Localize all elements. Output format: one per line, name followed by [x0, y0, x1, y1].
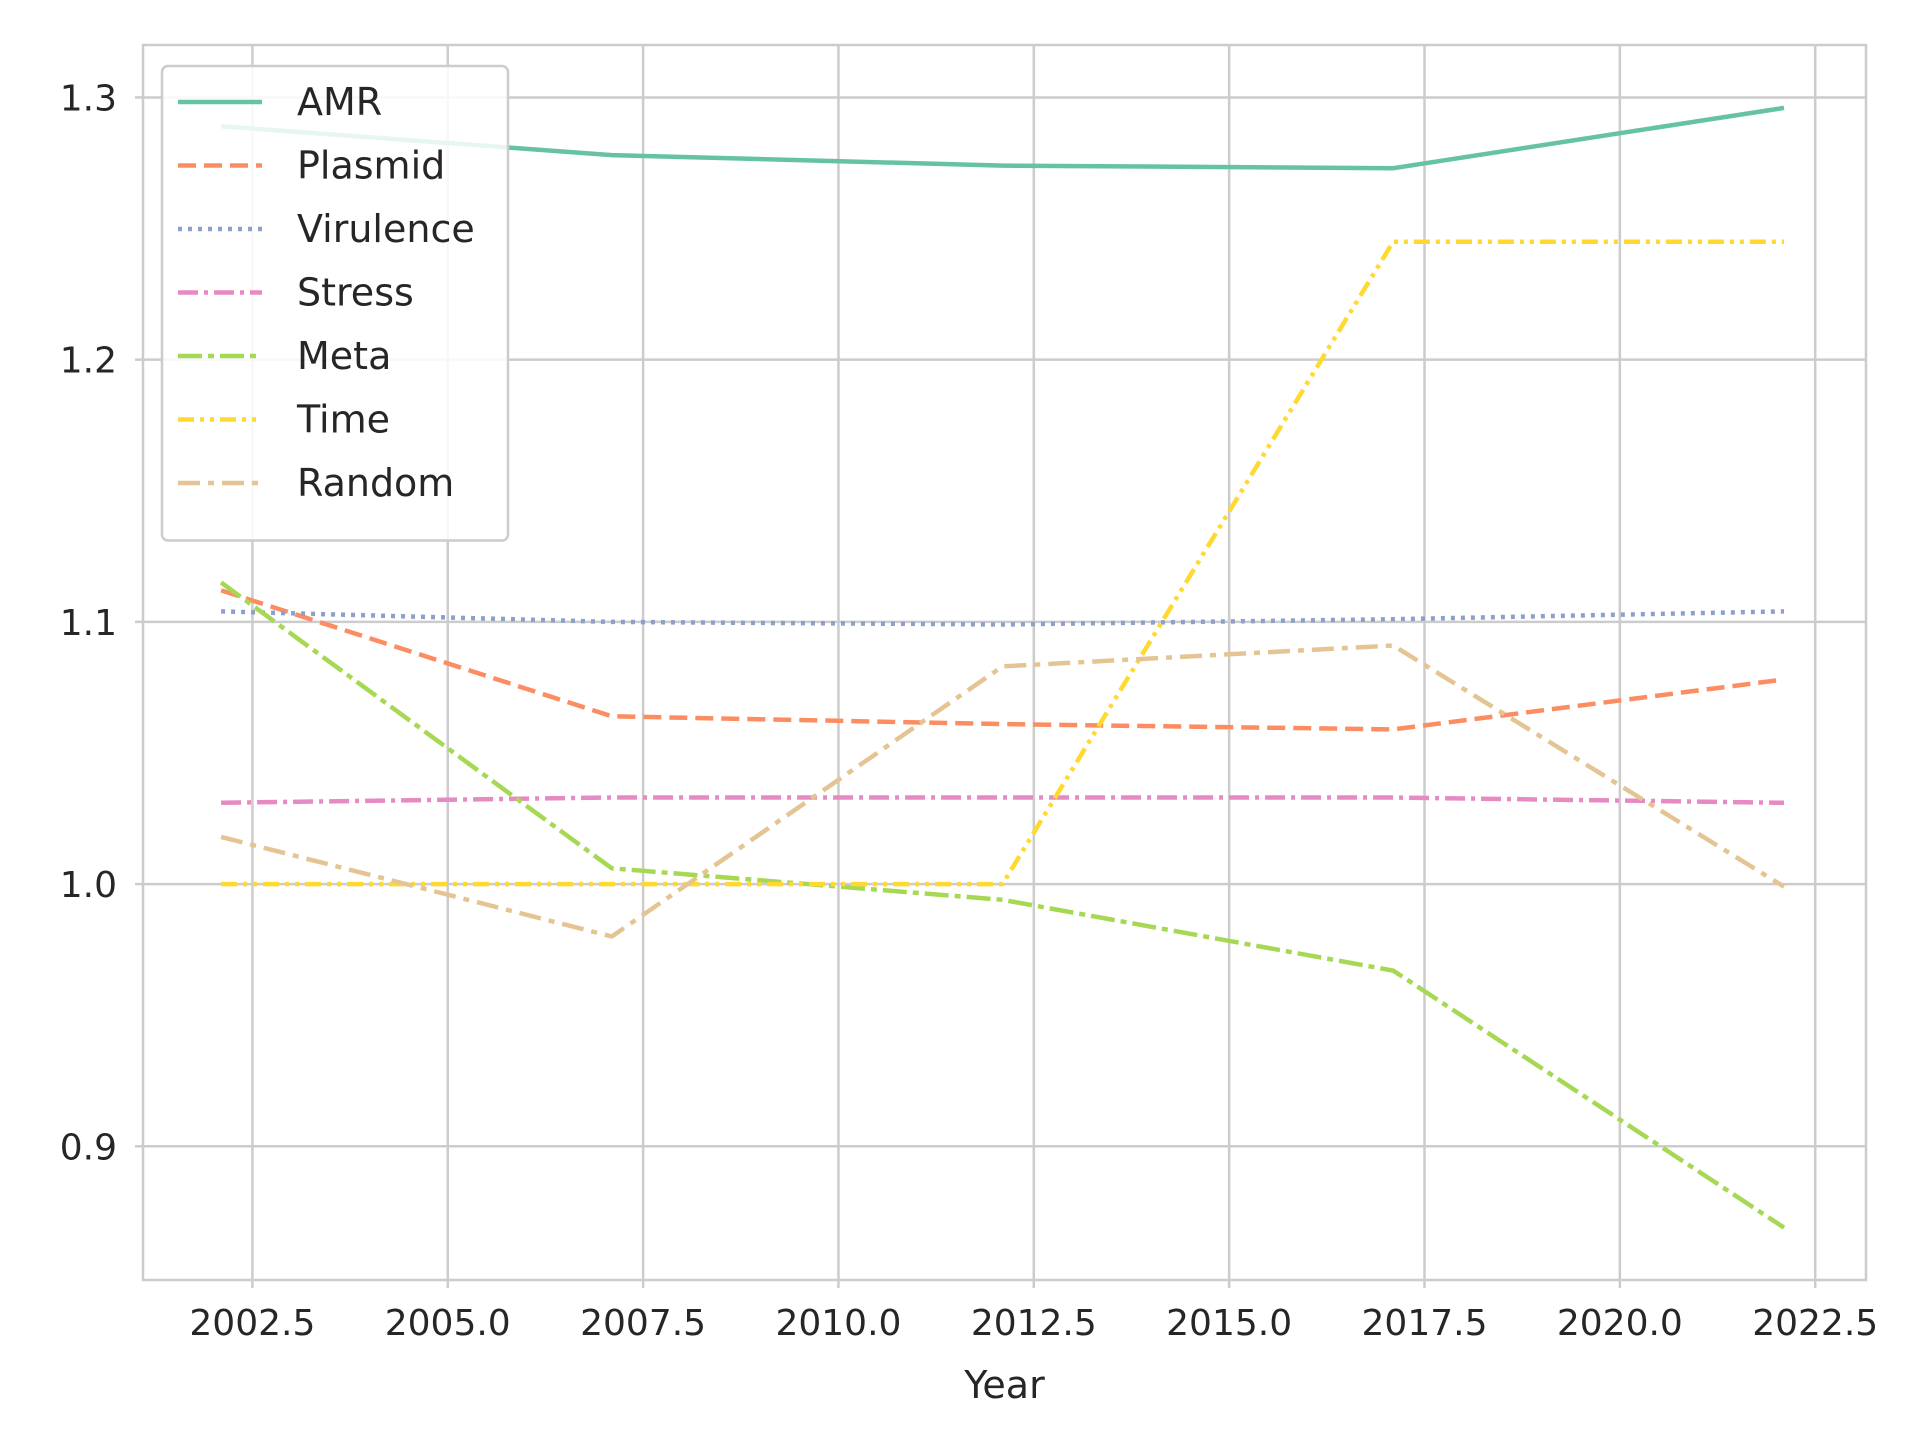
x-tick-label: 2020.0	[1557, 1303, 1683, 1344]
x-tick-label: 2012.5	[971, 1303, 1097, 1344]
legend-box	[160, 64, 510, 542]
x-tick-label: 2017.5	[1362, 1303, 1488, 1344]
gridlines	[143, 45, 1866, 1280]
x-tick-label: 2005.0	[385, 1303, 511, 1344]
series-line-time	[221, 239, 1784, 887]
y-tick-label: 1.2	[60, 341, 117, 382]
legend: AMR Plasmid Virulence Stress Meta Time Random	[160, 64, 510, 542]
series-line-meta	[219, 580, 1786, 1230]
series-line-random	[220, 643, 1786, 939]
y-tick-label: 1.3	[60, 78, 117, 119]
x-tick-label: 2010.0	[775, 1303, 901, 1344]
legend-label-stress: Stress	[297, 271, 414, 315]
legend-label-meta: Meta	[297, 334, 391, 378]
x-tick-label: 2015.0	[1166, 1303, 1292, 1344]
y-tick-label: 1.1	[60, 603, 117, 644]
series-line-virulence	[221, 609, 1785, 627]
x-axis-ticks: 2002.5 2005.0 2007.5 2010.0 2012.5 2015.0 2017…	[189, 1280, 1878, 1344]
legend-label-random: Random	[297, 461, 454, 505]
legend-label-virulence: Virulence	[297, 207, 475, 251]
legend-label-time: Time	[296, 398, 390, 442]
series-lines	[219, 105, 1786, 1230]
x-tick-label: 2007.5	[580, 1303, 706, 1344]
y-tick-label: 0.9	[60, 1127, 117, 1168]
y-axis-ticks: 0.9 1.0 1.1 1.2 1.3	[60, 78, 143, 1168]
legend-label-amr: AMR	[297, 80, 382, 124]
y-tick-label: 1.0	[60, 865, 117, 906]
x-tick-label: 2022.5	[1752, 1303, 1878, 1344]
series-line-stress	[221, 795, 1785, 806]
legend-label-plasmid: Plasmid	[297, 144, 445, 188]
series-line-plasmid	[220, 588, 1785, 732]
plot-frame	[141, 43, 1868, 1282]
x-axis-title: Year	[963, 1363, 1045, 1407]
x-tick-label: 2002.5	[189, 1303, 315, 1344]
